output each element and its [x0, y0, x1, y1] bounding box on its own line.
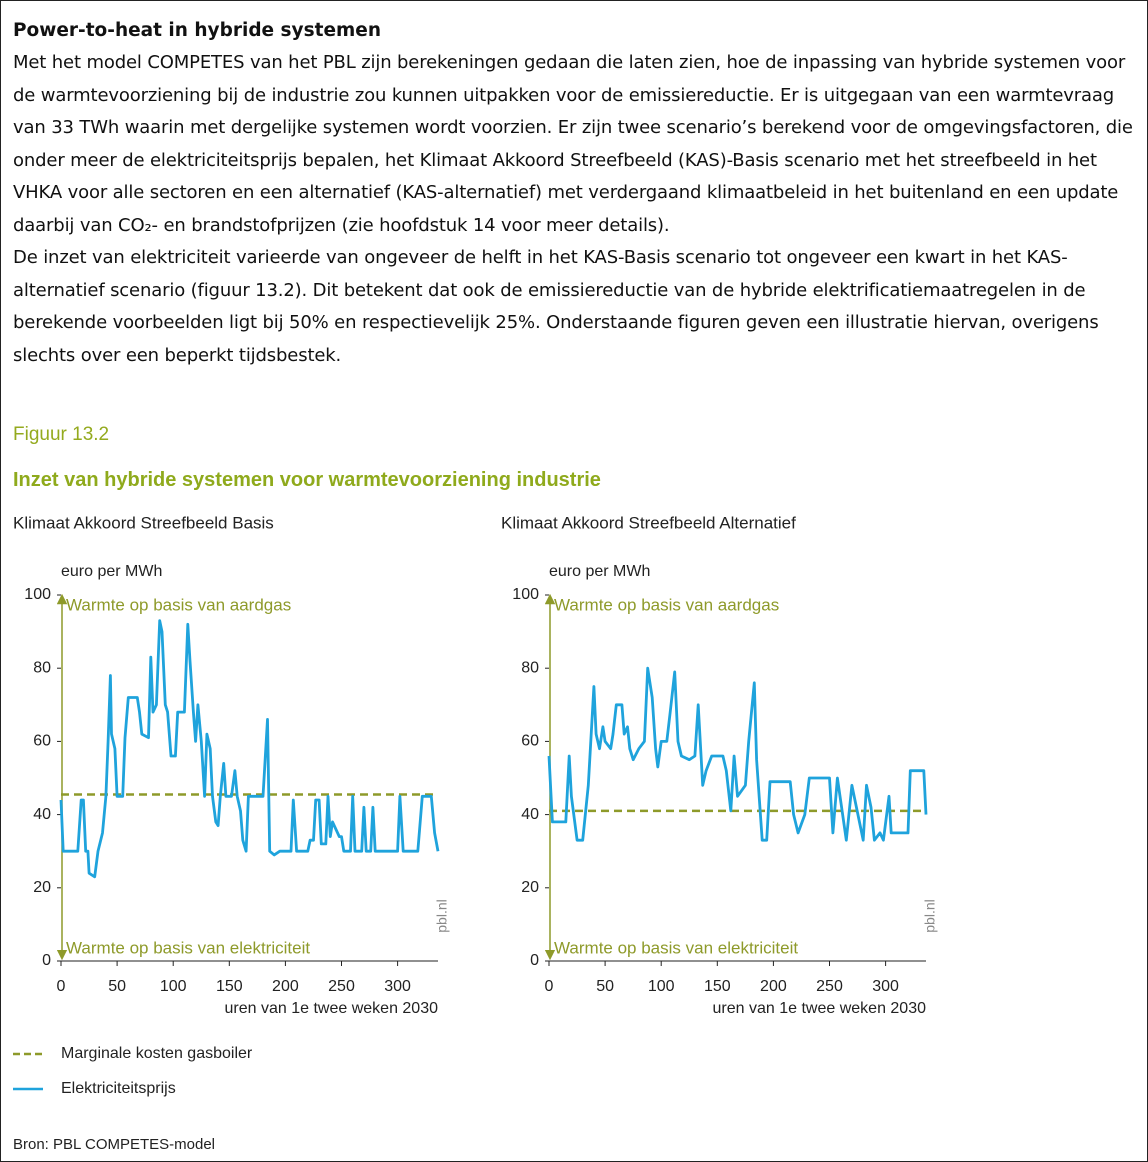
source: Bron: PBL COMPETES-model — [13, 1136, 215, 1153]
credit: pbl.nl — [434, 899, 450, 932]
x-tick-label: 150 — [216, 978, 243, 995]
annotation: Warmte op basis van aardgas — [66, 595, 291, 614]
y-tick-label: 0 — [42, 952, 51, 969]
annotation: Warmte op basis van elektriciteit — [554, 938, 798, 957]
legend-label: Elektriciteitsprijs — [61, 1080, 176, 1097]
y-tick-label: 20 — [33, 879, 51, 896]
y-tick-label: 0 — [530, 952, 539, 969]
legend-label: Marginale kosten gasboiler — [61, 1045, 253, 1062]
price-line — [59, 619, 440, 879]
x-tick-label: 300 — [384, 978, 411, 995]
annotation: Warmte op basis van elektriciteit — [66, 938, 310, 957]
y-tick-label: 40 — [33, 806, 51, 823]
x-axis-label: uren van 1e twee weken 2030 — [225, 1000, 439, 1017]
x-tick-label: 300 — [872, 978, 899, 995]
paragraph: De inzet van elektriciteit varieerde van… — [13, 247, 1099, 366]
chart-subtitle: Klimaat Akkoord Streefbeeld Alternatief — [501, 513, 796, 532]
y-tick-label: 80 — [33, 659, 51, 676]
x-tick-label: 100 — [160, 978, 187, 995]
figure-label: Figuur 13.2 — [13, 424, 110, 445]
y-axis-label: euro per MWh — [61, 563, 162, 580]
price-line — [547, 666, 928, 842]
x-tick-label: 200 — [272, 978, 299, 995]
y-tick-label: 60 — [33, 733, 51, 750]
x-tick-label: 250 — [816, 978, 843, 995]
credit: pbl.nl — [922, 899, 938, 932]
chart-subtitle: Klimaat Akkoord Streefbeeld Basis — [13, 513, 274, 532]
y-tick-label: 100 — [512, 586, 539, 603]
x-tick-label: 50 — [596, 978, 614, 995]
y-axis-label: euro per MWh — [549, 563, 650, 580]
box-title: Power-to-heat in hybride systemen — [13, 20, 382, 41]
x-axis-label: uren van 1e twee weken 2030 — [713, 1000, 927, 1017]
figure-title: Inzet van hybride systemen voor warmtevo… — [13, 469, 601, 491]
x-tick-label: 250 — [328, 978, 355, 995]
text-block: Power-to-heat in hybride systemen Met he… — [13, 15, 1141, 372]
x-tick-label: 0 — [545, 978, 554, 995]
x-tick-label: 200 — [760, 978, 787, 995]
x-tick-label: 150 — [704, 978, 731, 995]
y-tick-label: 60 — [521, 733, 539, 750]
annotation: Warmte op basis van aardgas — [554, 595, 779, 614]
paragraph: Met het model COMPETES van het PBL zijn … — [13, 52, 1133, 236]
x-tick-label: 0 — [57, 978, 66, 995]
y-tick-label: 100 — [24, 586, 51, 603]
y-tick-label: 20 — [521, 879, 539, 896]
x-tick-label: 50 — [108, 978, 126, 995]
y-tick-label: 80 — [521, 659, 539, 676]
y-tick-label: 40 — [521, 806, 539, 823]
x-tick-label: 100 — [648, 978, 675, 995]
